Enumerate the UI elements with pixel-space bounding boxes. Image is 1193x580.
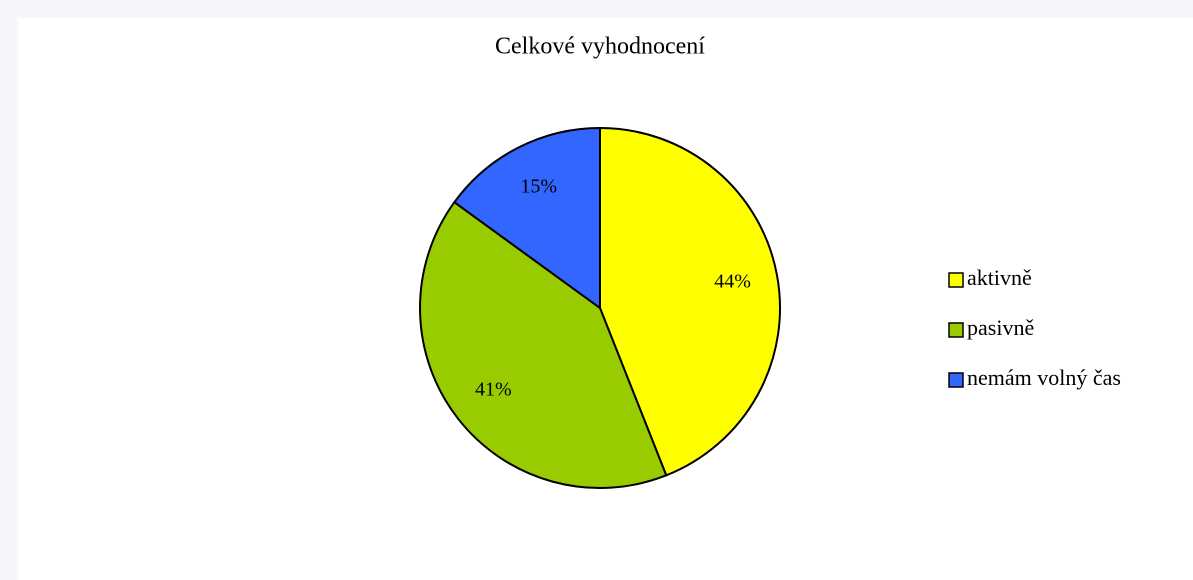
legend-swatch — [948, 372, 964, 388]
pie-slice — [599, 126, 781, 477]
legend-label: aktivně — [967, 265, 1032, 290]
chart-title: Celkové vyhodnocení — [495, 34, 705, 60]
legend-label: pasivně — [967, 315, 1034, 340]
legend-label: nemám volný čas — [967, 365, 1121, 390]
data-label: 44% — [714, 270, 751, 292]
data-label: 15% — [520, 175, 557, 197]
pie-slice — [419, 200, 668, 489]
pie-slice — [452, 126, 601, 310]
legend-swatch — [948, 272, 964, 288]
legend-swatch — [948, 322, 964, 338]
data-label: 41% — [475, 378, 512, 400]
